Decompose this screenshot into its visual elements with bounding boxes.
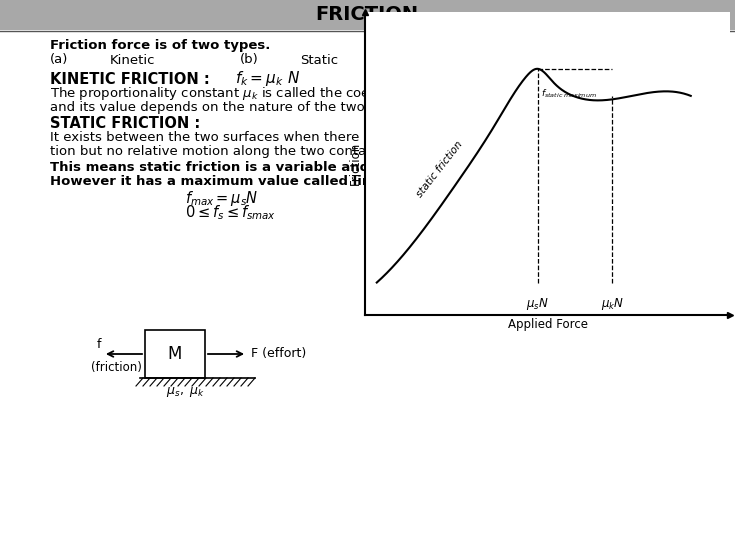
Text: Static: Static [300, 53, 338, 66]
Text: $0 \leq f_s \leq f_{smax}$: $0 \leq f_s \leq f_{smax}$ [185, 204, 276, 222]
Text: M: M [168, 345, 182, 363]
Text: The proportionality constant $\mu_k$ is called the coefficient of kinetic fricti: The proportionality constant $\mu_k$ is … [50, 86, 531, 103]
Text: FRICTION: FRICTION [315, 5, 418, 25]
Text: Friction force is of two types.: Friction force is of two types. [50, 40, 270, 53]
Text: tion but no relative motion along the two contact surfaces.: tion but no relative motion along the tw… [50, 145, 443, 159]
Text: $\mu_s N$: $\mu_s N$ [526, 296, 549, 312]
Text: (friction): (friction) [91, 361, 142, 373]
Text: and its value depends on the nature of the two surfaces in contact.: and its value depends on the nature of t… [50, 100, 500, 114]
Text: $\mu_s,\ \mu_k$: $\mu_s,\ \mu_k$ [165, 385, 204, 399]
Text: KINETIC FRICTION :: KINETIC FRICTION : [50, 72, 209, 87]
Y-axis label: Friction: Friction [349, 142, 362, 185]
Text: static friction: static friction [415, 139, 465, 199]
Text: $f_{static\ maximum}$: $f_{static\ maximum}$ [541, 88, 597, 100]
Text: f: f [96, 339, 101, 351]
Bar [145, 330, 205, 378]
Text: Kinetic: Kinetic [110, 53, 156, 66]
Text: F (effort): F (effort) [251, 348, 306, 361]
Text: (b): (b) [240, 53, 259, 66]
Text: STATIC FRICTION :: STATIC FRICTION : [50, 116, 200, 132]
X-axis label: Applied Force: Applied Force [507, 318, 587, 331]
Text: $\mu_k N$: $\mu_k N$ [600, 296, 624, 312]
Bar [0, 0, 735, 30]
Text: (a): (a) [50, 53, 68, 66]
Text: It exists between the two surfaces when there is tendency of relative mo-: It exists between the two surfaces when … [50, 132, 543, 144]
Text: This means static friction is a variable and self adjusting force.: This means static friction is a variable… [50, 161, 524, 175]
Text: $f_{max} = \mu_s N$: $f_{max} = \mu_s N$ [185, 188, 259, 208]
Text: $f_k = \mu_k\ N$: $f_k = \mu_k\ N$ [235, 69, 300, 87]
Text: However it has a maximum value called limiting friction.: However it has a maximum value called li… [50, 176, 474, 188]
